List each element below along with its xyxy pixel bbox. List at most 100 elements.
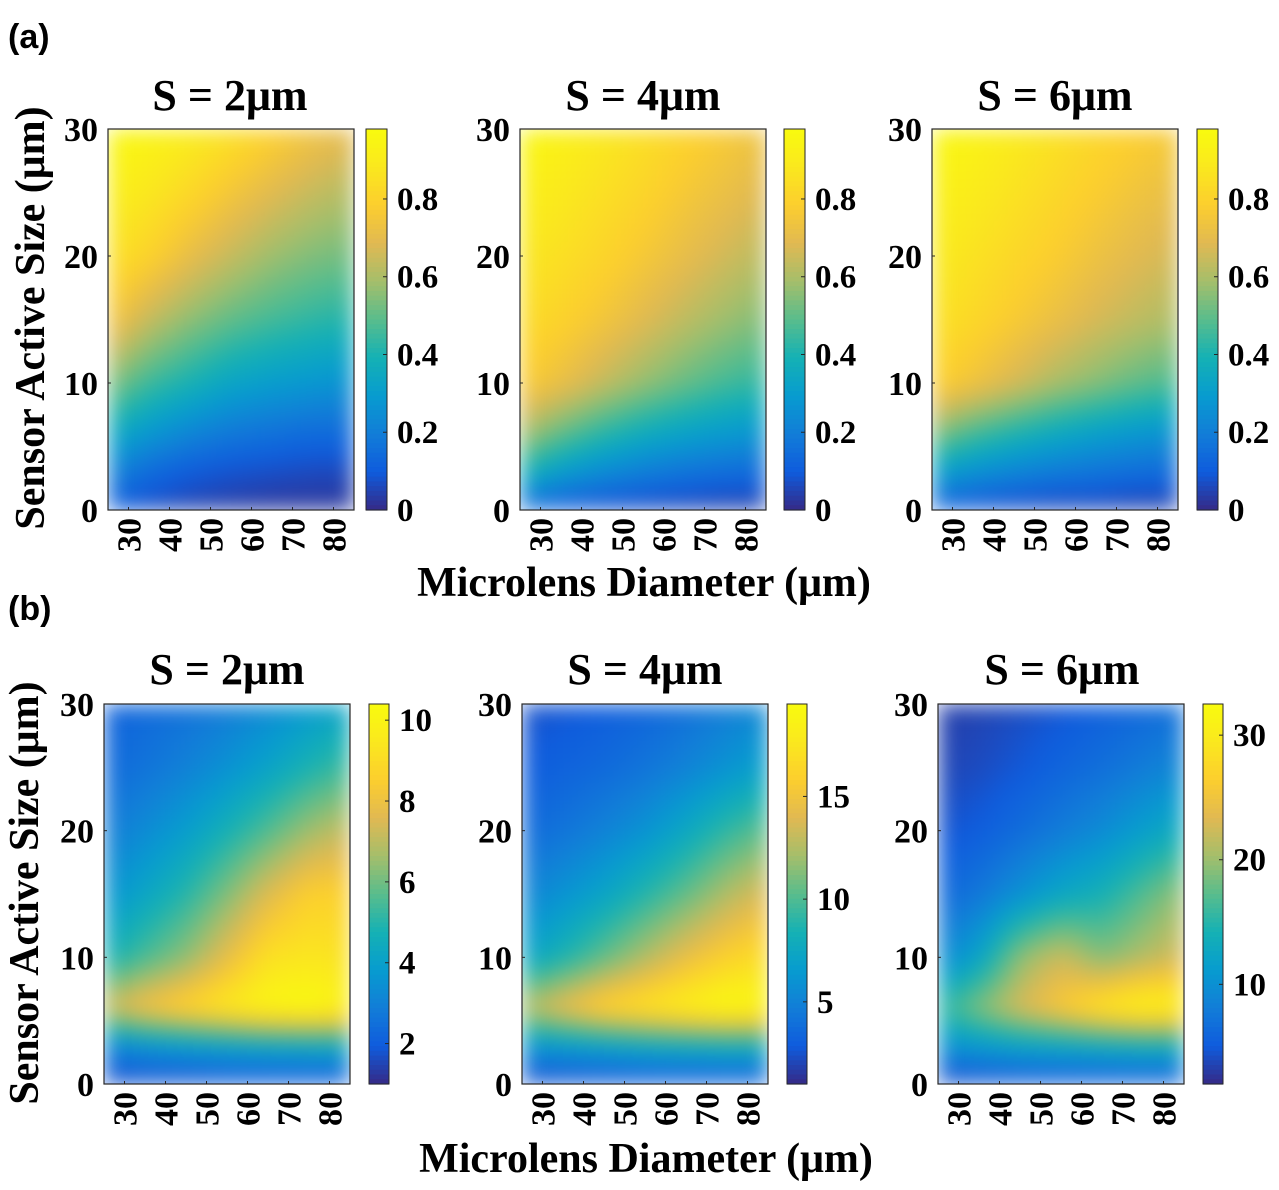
heatmap-cell [306, 305, 314, 314]
heatmap-cell [108, 277, 116, 285]
heatmap-cell [1082, 270, 1090, 278]
heatmap-cell [224, 390, 232, 398]
heatmap-cell [966, 241, 974, 250]
heatmap-cell [704, 446, 712, 455]
heatmap-cell [588, 150, 596, 158]
heatmap-cell [1137, 164, 1145, 172]
heatmap-cell [684, 220, 692, 229]
heatmap-cell [547, 368, 555, 377]
heatmap-cell [615, 333, 624, 342]
heatmap-cell [169, 361, 177, 370]
heatmap-cell [622, 291, 630, 299]
heatmap-cell [340, 319, 348, 328]
heatmap-cell [581, 185, 589, 194]
heatmap-cell [155, 474, 164, 483]
heatmap-cell [1014, 129, 1022, 137]
heatmap-cell [690, 143, 699, 151]
heatmap-cell [196, 326, 205, 335]
heatmap-cell [745, 277, 753, 285]
heatmap-cell [162, 383, 171, 391]
heatmap-cell [347, 206, 354, 215]
x-tick-label: 30 [112, 518, 149, 552]
heatmap-cell [285, 185, 294, 194]
heatmap-cell [231, 129, 239, 137]
colorbar-segment [784, 133, 805, 140]
heatmap-cell [224, 439, 232, 448]
heatmap-cell [636, 467, 644, 476]
heatmap-cell [258, 305, 266, 314]
heatmap-cell [711, 241, 719, 250]
heatmap-cell [1061, 206, 1070, 215]
heatmap-cell [663, 150, 671, 158]
heatmap-cell [520, 206, 528, 215]
heatmap-cell [114, 305, 123, 314]
heatmap-cell [561, 248, 569, 257]
heatmap-cell [196, 213, 205, 222]
heatmap-cell [526, 390, 535, 398]
heatmap-cell [581, 488, 589, 497]
heatmap-cell [278, 199, 287, 208]
heatmap-cell [725, 129, 733, 137]
heatmap-cell [135, 185, 143, 194]
heatmap-cell [520, 143, 528, 151]
heatmap-cell [574, 270, 583, 278]
heatmap-cell [574, 171, 583, 179]
colorbar-segment [366, 238, 387, 244]
heatmap-cell [169, 150, 177, 158]
heatmap-cell [1000, 234, 1008, 243]
colorbar-segment [784, 233, 805, 240]
heatmap-cell [183, 248, 191, 257]
heatmap-cell [149, 164, 157, 172]
heatmap-cell [258, 390, 266, 398]
heatmap-cell [602, 136, 610, 144]
heatmap-cell [561, 361, 569, 370]
heatmap-cell [237, 404, 246, 412]
heatmap-cell [237, 270, 246, 278]
heatmap-cell [1089, 220, 1097, 229]
heatmap-cell [629, 397, 637, 405]
heatmap-cell [183, 143, 191, 151]
heatmap-cell [670, 256, 678, 264]
colorbar-segment [784, 148, 805, 154]
heatmap-cell [231, 192, 239, 201]
heatmap-cell [966, 136, 974, 144]
heatmap-cell [347, 326, 354, 335]
heatmap-cell [1014, 227, 1022, 236]
heatmap-cell [340, 453, 348, 462]
heatmap-cell [108, 178, 116, 187]
heatmap-cell [945, 143, 954, 151]
heatmap-cell [231, 474, 239, 483]
heatmap-cell [752, 150, 760, 158]
heatmap-cell [1102, 291, 1111, 299]
heatmap-cell [629, 185, 637, 194]
heatmap-cell [244, 326, 253, 335]
heatmap-cell [326, 375, 335, 384]
heatmap-cell [649, 248, 658, 257]
colorbar-segment [366, 414, 387, 421]
heatmap-cell [704, 418, 712, 426]
heatmap-cell [952, 234, 960, 243]
heatmap-cell [285, 213, 294, 222]
heatmap-cell [526, 305, 535, 314]
heatmap-cell [306, 319, 314, 328]
heatmap-cell [670, 248, 678, 257]
heatmap-cell [340, 213, 348, 222]
heatmap-cell [718, 488, 726, 497]
heatmap-cell [333, 164, 341, 172]
heatmap-cell [1061, 234, 1070, 243]
heatmap-cell [588, 439, 596, 448]
heatmap-cell [162, 368, 171, 377]
heatmap-cell [945, 185, 954, 194]
heatmap-cell [340, 460, 348, 469]
heatmap-cell [1020, 171, 1029, 179]
heatmap-cell [725, 425, 733, 433]
heatmap-cell [190, 150, 198, 158]
heatmap-cell [1150, 248, 1159, 257]
heatmap-cell [690, 206, 699, 215]
heatmap-cell [1171, 206, 1178, 215]
heatmap-cell [1089, 178, 1097, 187]
heatmap-cell [108, 432, 116, 441]
heatmap-cell [643, 129, 651, 137]
heatmap-cell [340, 474, 348, 483]
heatmap-cell [1082, 284, 1090, 292]
